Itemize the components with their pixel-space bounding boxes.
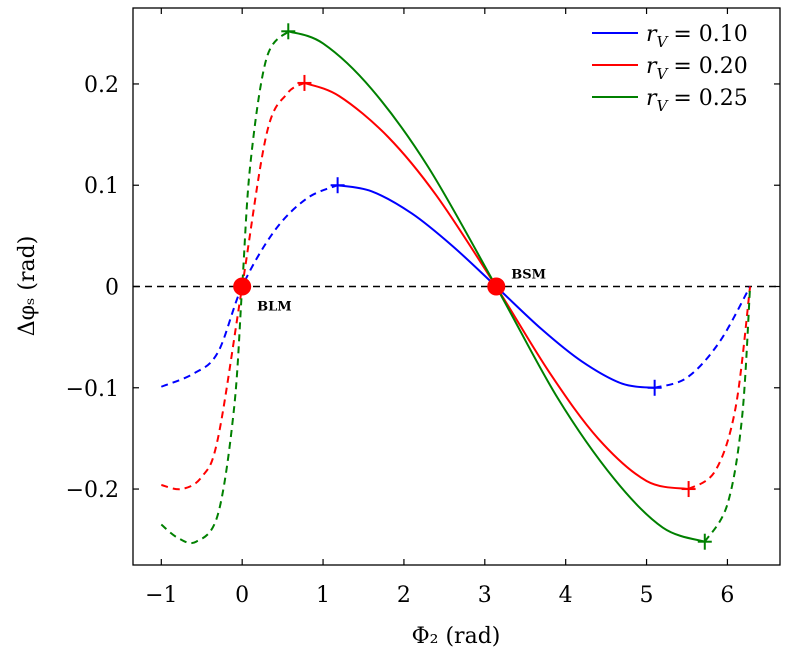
point-blm <box>233 277 252 296</box>
x-tick-label: 4 <box>559 583 573 608</box>
legend-label: rV = 0.25 <box>646 86 748 115</box>
legend-label: rV = 0.20 <box>646 54 748 83</box>
point-label-bsm: BSM <box>511 268 546 283</box>
series-line-dashed-right <box>654 286 751 389</box>
point-bsm <box>487 277 506 296</box>
y-axis-label: Δφₛ (rad) <box>15 236 40 337</box>
y-tick-label: 0.2 <box>84 73 119 98</box>
x-tick-label: 3 <box>478 583 492 608</box>
y-tick-label: −0.1 <box>66 377 119 402</box>
x-axis-label: Φ₂ (rad) <box>412 624 501 649</box>
x-tick-label: 1 <box>316 583 330 608</box>
series-line-dashed-right <box>688 286 752 490</box>
y-tick-label: 0.1 <box>84 174 119 199</box>
x-tick-label: 2 <box>397 583 411 608</box>
legend-label: rV = 0.10 <box>646 22 748 51</box>
series-line-dashed-left <box>161 82 305 491</box>
y-tick-label: 0 <box>105 276 119 301</box>
x-tick-label: −1 <box>145 583 177 608</box>
series-line-dashed-left <box>160 30 290 545</box>
legend: rV = 0.10 rV = 0.20 rV = 0.25 <box>592 22 748 115</box>
x-ticks-group: −1 0 1 2 3 4 5 6 <box>145 8 734 608</box>
x-tick-label: 6 <box>720 583 734 608</box>
y-tick-label: −0.2 <box>66 478 119 503</box>
y-ticks-group: −0.2 −0.1 0 0.1 0.2 <box>66 73 780 503</box>
x-tick-label: 5 <box>640 583 654 608</box>
x-tick-label: 0 <box>235 583 249 608</box>
point-label-blm: BLM <box>257 300 292 315</box>
series-line-dashed-right <box>703 286 752 543</box>
points-group: BLM BSM <box>233 268 546 315</box>
